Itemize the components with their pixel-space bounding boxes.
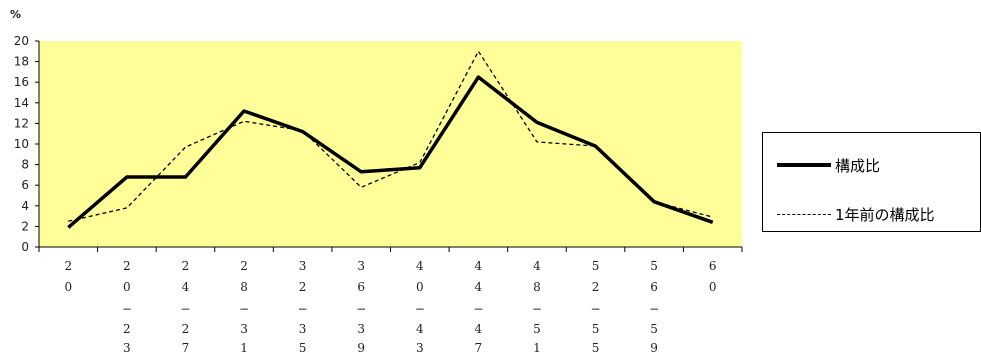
x-tick-label-char: 3 xyxy=(299,322,307,336)
x-tick-label-char: 0 xyxy=(709,280,717,294)
legend-swatch-solid xyxy=(777,163,831,167)
x-tick-label-char: 4 xyxy=(182,280,190,294)
x-tick-label: 60 xyxy=(709,259,717,294)
x-tick-label-char: 0 xyxy=(416,280,424,294)
legend: 構成比 1年前の構成比 xyxy=(762,132,981,232)
x-tick-label-char: 2 xyxy=(123,322,131,336)
legend-label-current: 構成比 xyxy=(835,156,881,175)
x-tick-label: 2 0 − 2 3 xyxy=(122,259,132,355)
x-tick-label-char: 7 xyxy=(475,341,483,355)
x-tick-label-char: 3 xyxy=(123,341,131,355)
x-tick-label: 4 0 − 4 3 xyxy=(415,259,425,355)
x-tick-label-char: 6 xyxy=(709,259,717,273)
y-tick-label: 14 xyxy=(14,96,29,110)
y-tick-label: 2 xyxy=(21,219,29,233)
x-tick-label: 4 4 − 4 7 xyxy=(473,259,483,355)
x-tick-label-char: 3 xyxy=(299,259,307,273)
x-tick-label-char: 2 xyxy=(123,259,131,273)
x-tick-label-char: 9 xyxy=(650,341,658,355)
x-tick-label-char: 2 xyxy=(299,280,307,294)
x-axis: 2020−2324−2728−3132−3536−3940−4344−4748−… xyxy=(38,246,743,355)
series-layer xyxy=(67,50,714,229)
x-tick-label-char: 9 xyxy=(357,341,365,355)
y-axis-unit: % xyxy=(10,8,21,21)
y-tick-label: 8 xyxy=(21,158,29,172)
x-tick-label-char: − xyxy=(473,302,483,316)
x-tick-label-char: 4 xyxy=(416,322,424,336)
x-tick-label: 3 6 − 3 9 xyxy=(356,259,366,355)
y-tick-label: 0 xyxy=(21,240,29,254)
x-tick-label-char: 5 xyxy=(533,322,541,336)
y-tick-label: 16 xyxy=(14,75,29,89)
legend-swatch-dashed xyxy=(777,213,831,215)
x-tick-label-char: − xyxy=(180,302,190,316)
y-tick-label: 18 xyxy=(14,55,29,69)
legend-item-current: 構成比 xyxy=(777,155,880,175)
x-tick-label-char: 1 xyxy=(240,341,248,355)
x-tick-label-char: 5 xyxy=(592,322,600,336)
x-tick-label-char: 2 xyxy=(182,259,190,273)
series-line-previous xyxy=(68,50,713,222)
legend-label-previous: 1年前の構成比 xyxy=(835,205,935,224)
x-tick-label-char: − xyxy=(122,302,132,316)
x-tick-label-char: − xyxy=(532,302,542,316)
x-tick-label: 3 2 − 3 5 xyxy=(298,259,308,355)
x-tick-label-char: 6 xyxy=(357,280,365,294)
x-tick-label: 4 8 − 5 1 xyxy=(532,259,542,355)
x-tick-label-char: 0 xyxy=(123,280,131,294)
x-tick-label-char: 4 xyxy=(475,280,483,294)
x-tick-label: 2 4 − 2 7 xyxy=(180,259,190,355)
y-axis: 0 2 4 6 8 10 12 14 16 18 20 xyxy=(14,34,40,254)
x-tick-label-char: 5 xyxy=(650,322,658,336)
x-tick-label-char: 3 xyxy=(416,341,424,355)
x-tick-label-char: − xyxy=(591,302,601,316)
x-tick-label-char: 5 xyxy=(299,341,307,355)
x-tick-label-char: − xyxy=(415,302,425,316)
x-tick-label-char: 5 xyxy=(592,259,600,273)
x-tick-label-char: − xyxy=(356,302,366,316)
x-tick-label-char: 4 xyxy=(533,259,541,273)
x-tick-label-char: − xyxy=(649,302,659,316)
x-tick-label-char: 2 xyxy=(64,259,72,273)
x-tick-label-char: 0 xyxy=(64,280,72,294)
x-tick-label-char: 5 xyxy=(592,341,600,355)
x-tick-label-char: 6 xyxy=(650,280,658,294)
x-tick-label-char: 3 xyxy=(357,322,365,336)
y-tick-label: 12 xyxy=(14,116,29,130)
x-tick-label-char: 1 xyxy=(533,341,541,355)
x-tick-label: 20 xyxy=(64,259,72,294)
x-tick-label-char: 8 xyxy=(240,280,248,294)
legend-item-previous: 1年前の構成比 xyxy=(777,204,935,224)
x-tick-label-char: 3 xyxy=(357,259,365,273)
y-tick-label: 6 xyxy=(21,178,29,192)
y-tick-label: 4 xyxy=(21,199,29,213)
x-tick-label: 2 8 − 3 1 xyxy=(239,259,249,355)
x-tick-label-char: 2 xyxy=(240,259,248,273)
x-tick-label-char: 2 xyxy=(182,322,190,336)
x-tick-label-char: 8 xyxy=(533,280,541,294)
x-tick-label: 5 2 − 5 5 xyxy=(591,259,601,355)
x-tick-label-char: 4 xyxy=(416,259,424,273)
x-tick-label-char: 2 xyxy=(592,280,600,294)
x-tick-label-char: 7 xyxy=(182,341,190,355)
x-tick-label-char: − xyxy=(239,302,249,316)
plot-area xyxy=(39,41,742,247)
y-tick-label: 10 xyxy=(14,137,29,151)
series-line-current xyxy=(67,75,714,229)
x-tick-label-char: 4 xyxy=(475,322,483,336)
x-tick-label-char: 4 xyxy=(475,259,483,273)
y-tick-label: 20 xyxy=(14,34,29,48)
x-tick-label-char: 5 xyxy=(650,259,658,273)
x-tick-label: 5 6 − 5 9 xyxy=(649,259,659,355)
x-tick-label-char: − xyxy=(298,302,308,316)
x-tick-label-char: 3 xyxy=(240,322,248,336)
